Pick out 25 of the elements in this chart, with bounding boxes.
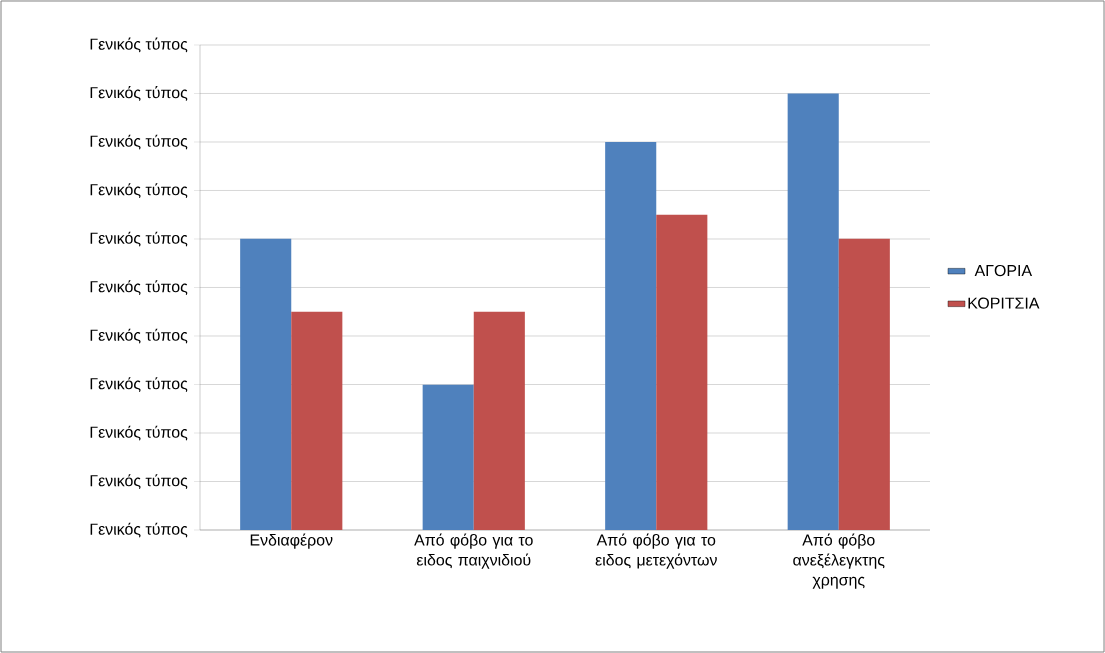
text: Γενικός τύπος	[90, 231, 188, 247]
bar	[240, 238, 292, 530]
legend-label: ΚΟΡΙΤΣΙΑ	[968, 297, 1040, 309]
text: Γενικός τύπος	[90, 328, 188, 344]
text: Γενικός τύπος	[90, 280, 188, 295]
x-tick-label: Ενδιαφέρον	[250, 533, 333, 549]
text: Γενικός τύπος	[90, 183, 188, 198]
bar	[473, 311, 525, 530]
text: Γενικός τύπος	[90, 377, 188, 392]
bar	[787, 93, 839, 530]
text: Γενικός τύπος	[90, 474, 188, 489]
text: Γενικός τύπος	[90, 37, 188, 53]
x-tick-label: Από φόβο για το ειδος μετεχόντων	[595, 533, 717, 569]
x-tick-label: Από φόβο ανεξέλεγκτης χρησης	[793, 533, 885, 589]
bar	[838, 238, 890, 530]
bar	[422, 384, 474, 530]
bar	[656, 214, 708, 530]
legend-label: ΑΓΟΡΙΑ	[974, 264, 1033, 277]
text: Γενικός τύπος	[90, 425, 188, 441]
text: Γενικός τύπος	[90, 86, 188, 101]
x-tick-label: Από φόβο για το ειδος παιχνιδιού	[414, 533, 533, 569]
text: Γενικός τύπος	[90, 134, 188, 150]
text: Γενικός τύπος	[90, 522, 188, 538]
bar	[605, 141, 657, 530]
bar	[291, 311, 343, 530]
